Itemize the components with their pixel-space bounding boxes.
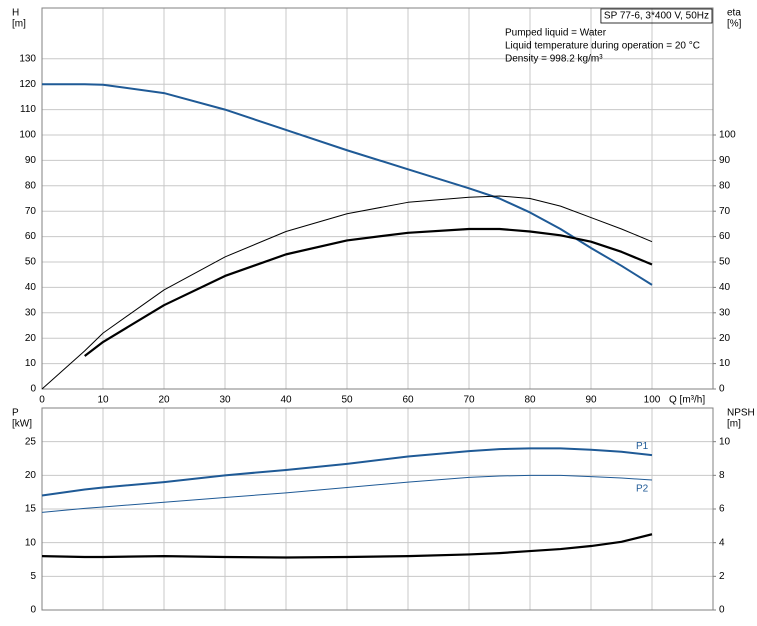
y2-tick-label: 90: [719, 155, 731, 166]
series-line: [42, 83, 653, 286]
y2-tick-label: 10: [719, 358, 731, 369]
x-tick-label: 10: [97, 395, 109, 406]
y-tick-label: 0: [30, 605, 36, 616]
y2-tick-label: 8: [719, 470, 725, 481]
y2-axis-label: [m]: [727, 419, 741, 430]
x-tick-label: 70: [463, 395, 475, 406]
y-tick-label: 120: [19, 79, 36, 90]
y2-axis-label: NPSH: [727, 408, 755, 419]
series-line: [84, 227, 653, 357]
y2-tick-label: 0: [719, 605, 725, 616]
x-tick-label: 0: [39, 395, 45, 406]
x-axis-label: Q [m³/h]: [669, 395, 705, 406]
y2-tick-label: 30: [719, 307, 731, 318]
y-tick-label: 40: [25, 282, 37, 293]
plot-frame: [41, 7, 714, 390]
y-tick-label: 100: [19, 130, 36, 141]
x-tick-label: 50: [341, 395, 353, 406]
annotation: Density = 998.2 kg/m³: [505, 54, 603, 65]
y2-tick-label: 6: [719, 504, 725, 515]
y2-axis-label: eta: [727, 8, 741, 19]
plot-frame: [41, 407, 714, 611]
y-axis-label: H: [12, 8, 19, 19]
title-box: [600, 8, 713, 24]
series-label: P1: [636, 441, 649, 452]
annotation: Liquid temperature during operation = 20…: [505, 41, 700, 52]
y-tick-label: 60: [25, 231, 37, 242]
y2-tick-label: 2: [719, 571, 725, 582]
y-tick-label: 0: [30, 384, 36, 395]
x-tick-label: 100: [644, 395, 661, 406]
y2-tick-label: 70: [719, 206, 731, 217]
y-tick-label: 10: [25, 537, 37, 548]
series-line: [41, 474, 653, 513]
y2-tick-label: 10: [719, 436, 731, 447]
y-tick-label: 10: [25, 358, 37, 369]
y-tick-label: 30: [25, 307, 37, 318]
y-axis-label: [kW]: [12, 419, 32, 430]
y-tick-label: 25: [25, 436, 37, 447]
y2-tick-label: 60: [719, 231, 731, 242]
x-tick-label: 80: [524, 395, 536, 406]
y2-tick-label: 80: [719, 180, 731, 191]
x-tick-label: 90: [585, 395, 597, 406]
title: SP 77-6, 3*400 V, 50Hz: [604, 11, 709, 22]
y-tick-label: 20: [25, 333, 37, 344]
x-tick-label: 60: [402, 395, 414, 406]
y2-tick-label: 40: [719, 282, 731, 293]
y-tick-label: 50: [25, 257, 37, 268]
y2-tick-label: 0: [719, 384, 725, 395]
y2-tick-label: 4: [719, 537, 725, 548]
y-tick-label: 110: [20, 104, 36, 115]
y2-tick-label: 100: [719, 130, 736, 141]
y-tick-label: 5: [30, 571, 36, 582]
y-tick-label: 80: [25, 180, 37, 191]
series-line: [41, 447, 653, 497]
y-tick-label: 70: [25, 206, 37, 217]
y2-axis-label: [%]: [727, 19, 742, 30]
series-label: P2: [636, 484, 649, 495]
annotation: Pumped liquid = Water: [505, 28, 607, 39]
series-line: [41, 195, 653, 390]
y2-tick-label: 20: [719, 333, 731, 344]
y-tick-label: 15: [25, 504, 37, 515]
x-tick-label: 30: [219, 395, 231, 406]
x-tick-label: 20: [158, 395, 170, 406]
y-tick-label: 90: [25, 155, 37, 166]
x-tick-label: 40: [280, 395, 292, 406]
y-tick-label: 130: [19, 53, 36, 64]
series-line: [41, 533, 653, 559]
y-tick-label: 20: [25, 470, 37, 481]
y2-tick-label: 50: [719, 257, 731, 268]
y-axis-label: [m]: [12, 19, 26, 30]
y-axis-label: P: [12, 408, 19, 419]
